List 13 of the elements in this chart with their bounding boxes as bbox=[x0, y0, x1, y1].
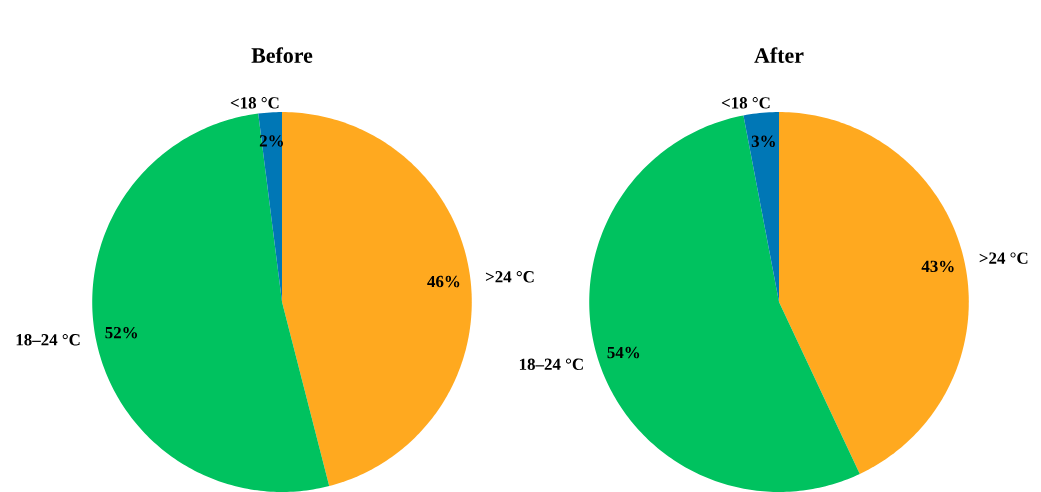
data-label: 3% bbox=[751, 135, 775, 148]
slice-label: 18–24 °C bbox=[16, 334, 80, 346]
slice-label: <18 °C bbox=[230, 97, 279, 109]
chart-title: After bbox=[754, 47, 804, 63]
slice-label: >24 °C bbox=[979, 252, 1028, 264]
data-label: 52% bbox=[105, 326, 138, 339]
slice-label: <18 °C bbox=[721, 97, 770, 109]
slice-label: 18–24 °C bbox=[519, 358, 583, 370]
chart-title: Before bbox=[251, 47, 313, 63]
slice-label: >24 °C bbox=[485, 271, 534, 283]
data-label: 43% bbox=[921, 260, 954, 273]
data-label: 54% bbox=[607, 346, 640, 359]
data-label: 46% bbox=[427, 275, 460, 288]
